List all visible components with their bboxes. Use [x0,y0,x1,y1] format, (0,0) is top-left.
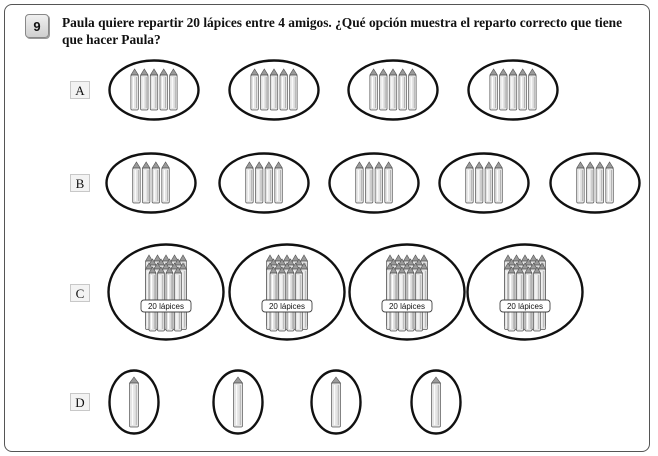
option-d-label[interactable]: D [70,393,90,411]
pencil-icon [499,68,508,111]
bundle-band [381,299,433,313]
question-text: Paula quiere repartir 20 lápices entre 4… [62,14,632,48]
option-a-label[interactable]: A [70,81,90,99]
pencil-icon [408,68,417,111]
pencil-icon [576,161,585,204]
group-ellipse [438,152,530,214]
option-b-group [438,152,530,214]
pencil-icon [141,161,151,204]
pencil-icon [169,68,178,111]
pencil-icon [605,161,614,204]
question-text-line-1: Paula quiere repartir 20 lápices entre 4… [62,15,623,30]
bundle-band [499,299,551,313]
question-card: 9 Paula quiere repartir 20 lápices entre… [4,4,650,452]
pencil-icon [474,161,484,204]
option-a-group [228,59,320,121]
option-b-label[interactable]: B [70,174,90,192]
pencil-icon [130,68,139,111]
pencil-icon [289,68,298,111]
option-a-group [467,59,559,121]
pencil-icon [161,161,170,204]
pencil-icon [279,68,288,111]
bundle-label: 20 lápices [269,302,305,311]
pencil-icon [389,266,398,332]
pencil-icon [397,266,407,332]
pencil-icon [355,161,364,204]
pencil-icon [388,68,398,111]
option-c-group: 20 lápices [107,243,225,341]
pencil-icon [595,161,605,204]
pencil-icon [254,161,264,204]
pencil-icon [528,68,537,111]
pencil-icon [507,266,516,332]
question-number: 9 [25,14,49,38]
pencil-icon [151,161,161,204]
option-b-group [105,152,197,214]
group-ellipse [549,152,641,214]
group-ellipse [328,152,420,214]
option-b-group [218,152,310,214]
option-c-group: 20 lápices [228,243,346,341]
pencil-icon [245,161,254,204]
option-b-group [549,152,641,214]
pencil-icon [165,266,174,332]
pencil-icon [414,266,424,332]
option-c-group: 20 lápices [348,243,466,341]
pencil-icon [149,68,159,111]
bundle-label: 20 lápices [389,302,425,311]
group-ellipse [105,152,197,214]
bundle-band [140,299,192,313]
pencil-icon [269,266,278,332]
pencil-icon [330,376,342,428]
pencil-icon [518,68,527,111]
pencil-icon [398,68,407,111]
pencil-icon [364,161,374,204]
pencil-icon [379,68,388,111]
pencil-icon [173,266,183,332]
group-ellipse [218,152,310,214]
pencil-icon [156,266,166,332]
option-c-group: 20 lápices [466,243,584,341]
option-d-group [108,369,160,435]
pencil-icon [286,266,295,332]
pencil-icon [374,161,384,204]
option-d-group [212,369,264,435]
pencil-icon [532,266,542,332]
pencil-icon [128,376,140,428]
pencil-icon [585,161,595,204]
option-b-group [328,152,420,214]
pencil-icon [406,266,415,332]
pencil-icon [232,376,244,428]
pencil-icon [274,161,283,204]
pencil-icon [484,161,494,204]
option-c-label[interactable]: C [70,284,90,302]
pencil-icon [515,266,525,332]
pencil-icon [369,68,378,111]
pencil-icon [384,161,393,204]
pencil-icon [294,266,304,332]
bundle-label: 20 lápices [148,302,184,311]
option-a-group [347,59,439,121]
option-a-group [108,59,200,121]
pencil-icon [260,68,269,111]
pencil-icon [524,266,533,332]
pencil-icon [465,161,474,204]
option-d-group [410,369,462,435]
option-d-group [310,369,362,435]
pencil-icon [140,68,149,111]
bundle-band [261,299,313,313]
pencil-icon [494,161,503,204]
pencil-icon [132,161,141,204]
question-text-line-2: que hacer Paula? [62,32,161,47]
pencil-icon [250,68,259,111]
pencil-icon [148,266,157,332]
pencil-icon [159,68,168,111]
pencil-icon [264,161,274,204]
bundle-label: 20 lápices [507,302,543,311]
pencil-icon [269,68,279,111]
pencil-icon [430,376,442,428]
pencil-icon [489,68,498,111]
pencil-icon [277,266,287,332]
pencil-icon [508,68,518,111]
